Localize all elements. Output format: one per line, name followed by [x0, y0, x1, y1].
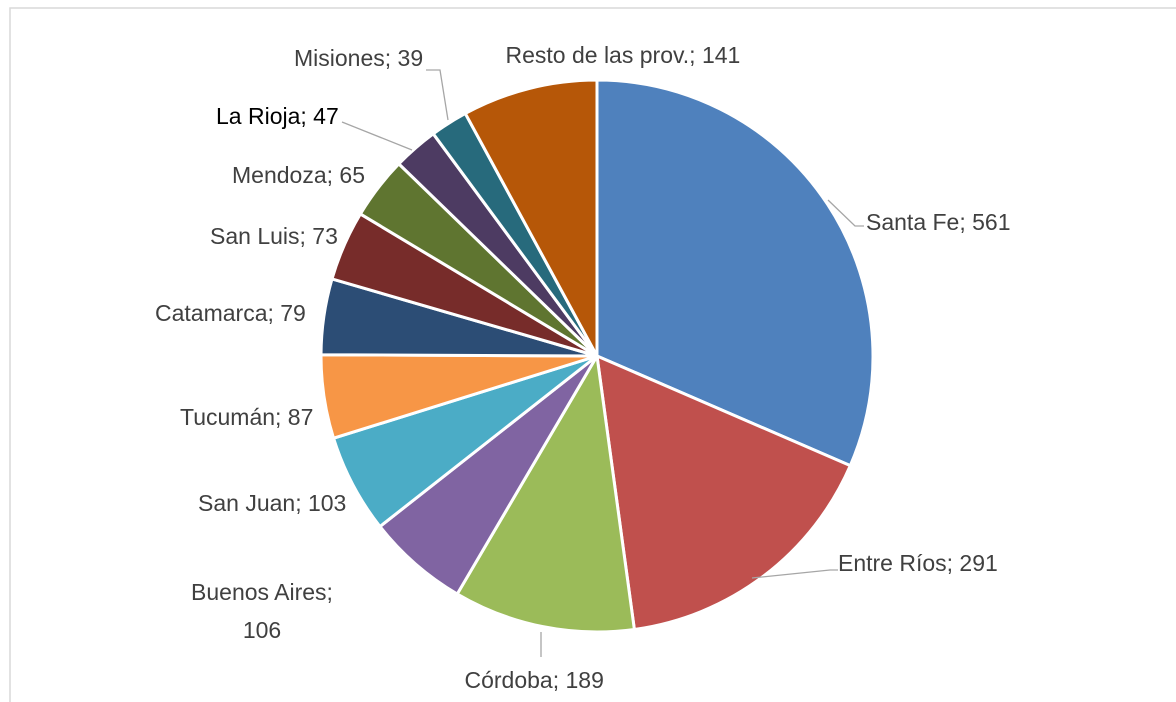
leader-line: [341, 121, 413, 151]
data-label: Santa Fe; 561: [866, 209, 1011, 235]
data-label: Resto de las prov.; 141: [505, 42, 741, 68]
data-label: La Rioja; 47: [216, 103, 339, 129]
data-label: Mendoza; 65: [232, 162, 365, 188]
data-label: San Juan; 103: [198, 490, 347, 516]
leader-line: [751, 569, 838, 579]
data-label: Tucumán; 87: [180, 404, 314, 430]
data-label: San Luis; 73: [210, 223, 338, 249]
leader-lines: [341, 69, 864, 657]
data-label: Misiones; 39: [294, 45, 424, 71]
pie-slice: [463, 78, 599, 357]
chart-border: [9, 7, 1176, 702]
data-label: Entre Ríos; 291: [838, 550, 998, 576]
pie-slice: [455, 351, 637, 634]
data-label: Buenos Aires; 106: [191, 579, 333, 643]
data-label: Catamarca; 79: [155, 300, 306, 326]
leader-line: [827, 199, 864, 227]
leader-line: [426, 69, 449, 121]
pie-slice: [595, 353, 853, 632]
data-label: Córdoba; 189: [464, 667, 604, 693]
pie-slice: [595, 78, 875, 468]
pie: [319, 78, 875, 634]
